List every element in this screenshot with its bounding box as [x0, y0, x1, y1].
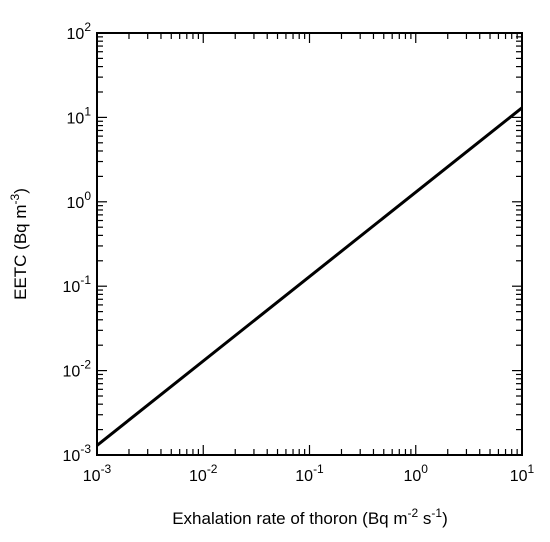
y-axis-title-text: EETC (Bq m — [11, 204, 30, 299]
x-tick-label: 10-3 — [83, 462, 112, 485]
series-layer — [96, 106, 523, 447]
x-axis-title-text: Exhalation rate of thoron (Bq m — [172, 509, 407, 528]
y-tick-label: 10-3 — [63, 442, 92, 465]
y-axis-title: EETC (Bq m-3) — [8, 188, 30, 300]
y-tick-label: 101 — [67, 104, 92, 127]
y-axis-title-sup: -3 — [8, 193, 22, 204]
x-tick-label: 10-1 — [295, 462, 324, 485]
x-tick-label: 101 — [510, 462, 535, 485]
x-axis-title-end: ) — [442, 509, 448, 528]
y-tick-label: 102 — [67, 20, 92, 43]
x-axis-title-sup2: -1 — [431, 506, 442, 520]
y-tick-label: 10-2 — [63, 358, 92, 381]
y-tick-label: 100 — [67, 189, 92, 212]
x-axis-title-sup1: -2 — [408, 506, 419, 520]
x-tick-label: 100 — [404, 462, 429, 485]
x-tick-label: 10-2 — [189, 462, 218, 485]
x-tick-labels: 10-3 10-2 10-1 100 101 — [83, 462, 535, 485]
axis-ticks — [96, 33, 522, 456]
y-tick-label: 10-1 — [63, 273, 92, 296]
y-axis-title-end: ) — [11, 188, 30, 194]
x-axis-title: Exhalation rate of thoron (Bq m-2 s-1) — [172, 506, 448, 528]
x-axis-title-mid: s — [418, 509, 431, 528]
plot-frame — [96, 32, 523, 456]
series-line — [96, 106, 523, 447]
y-tick-labels: 10-3 10-2 10-1 100 101 102 — [63, 20, 92, 465]
